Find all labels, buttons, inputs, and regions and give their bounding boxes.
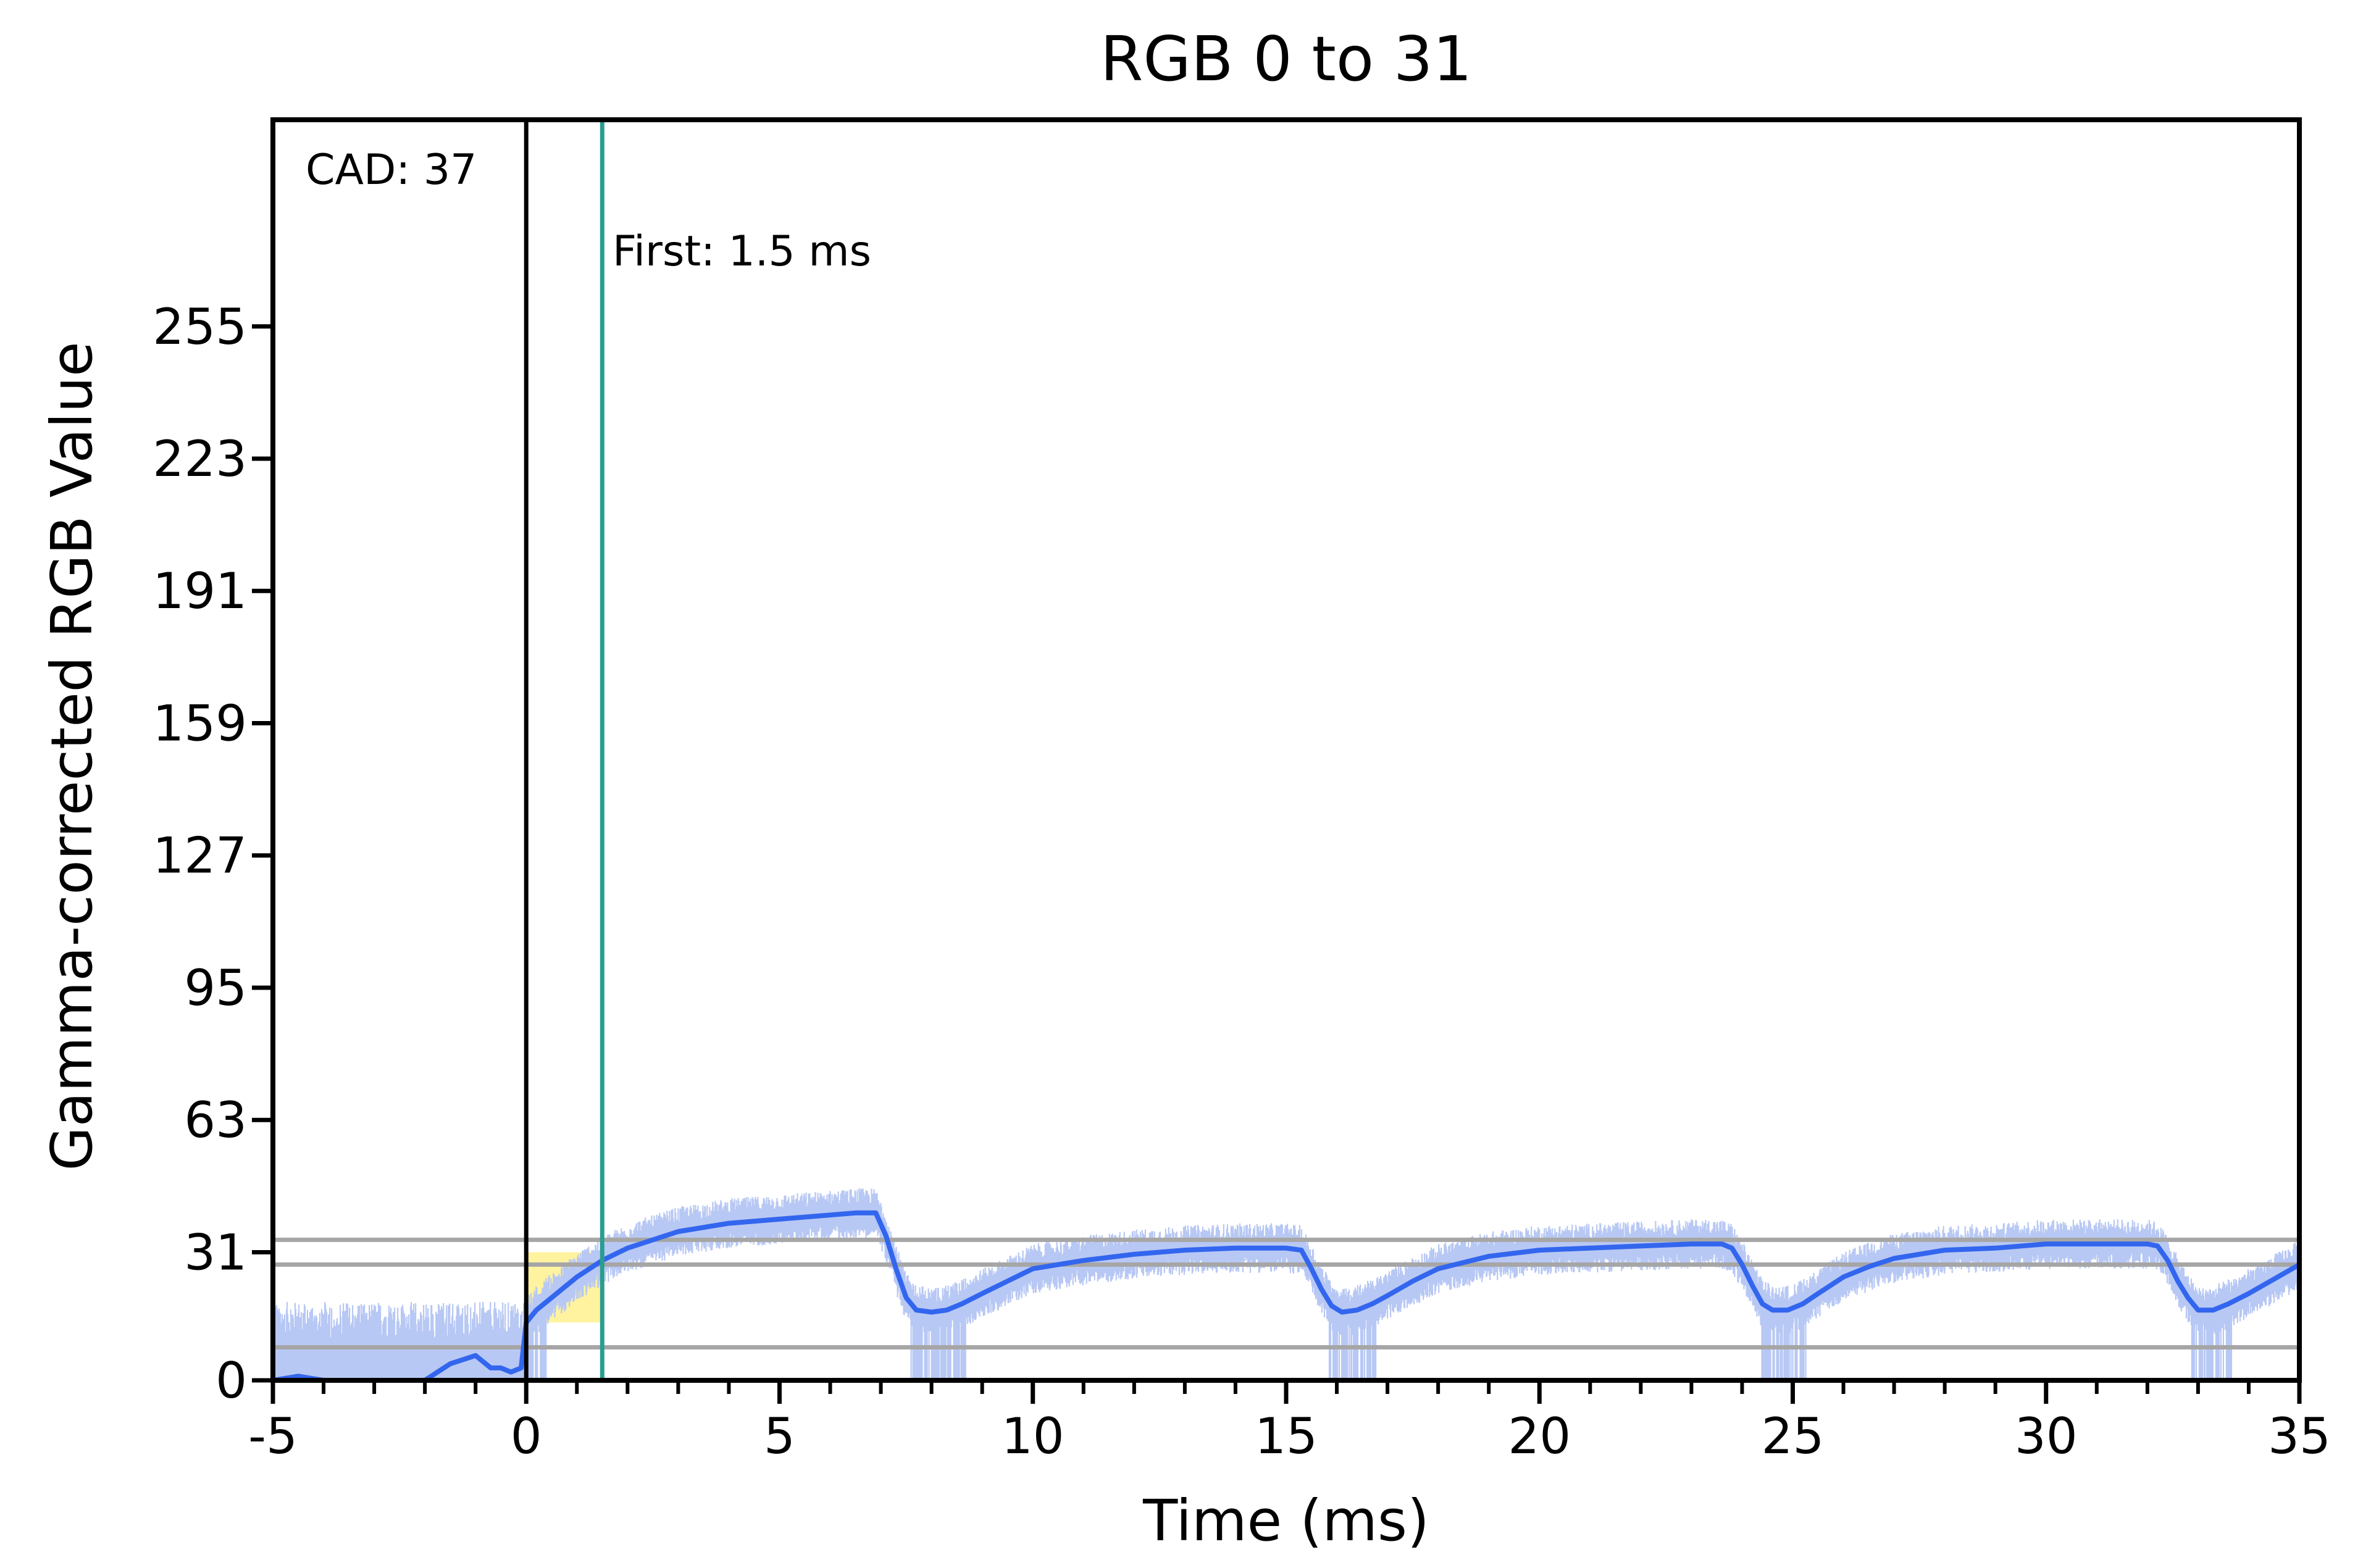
y-tick-label: 255: [153, 298, 247, 356]
x-tick-label: 0: [511, 1407, 542, 1465]
x-tick-label: 30: [2015, 1407, 2078, 1465]
y-tick-label: 191: [153, 562, 247, 620]
x-tick-label: 35: [2268, 1407, 2331, 1465]
series-line: [273, 1210, 2299, 1380]
x-tick-label: 25: [1762, 1407, 1825, 1465]
marker-lines-group: [524, 120, 604, 1380]
y-tick-label: 31: [184, 1224, 247, 1281]
x-tick-label: 15: [1255, 1407, 1318, 1465]
cad-annotation: CAD: 37: [306, 146, 477, 194]
x-tick-label: -5: [248, 1407, 298, 1465]
chart-title: RGB 0 to 31: [1100, 23, 1472, 95]
x-tick-label: 5: [764, 1407, 795, 1465]
first-response-annotation: First: 1.5 ms: [613, 227, 871, 276]
plot-frame: [270, 117, 2302, 1383]
x-tick-label: 20: [1508, 1407, 1571, 1465]
x-axis-label: Time (ms): [1142, 1488, 1429, 1554]
raw-signal: [273, 1188, 2299, 1380]
raw-signal-group: [273, 1188, 2299, 1380]
y-tick-label: 0: [215, 1352, 247, 1409]
y-tick-label: 159: [153, 694, 247, 752]
y-tick-label: 95: [184, 959, 247, 1017]
y-tick-label: 127: [153, 827, 247, 885]
x-tick-label: 10: [1002, 1407, 1064, 1465]
series-group: [273, 1210, 2299, 1380]
reference-lines-group: [273, 1237, 2299, 1349]
y-tick-label: 63: [184, 1091, 247, 1149]
y-tick-label: 223: [153, 430, 247, 488]
y-axis-label: Gamma-corrected RGB Value: [39, 341, 105, 1170]
